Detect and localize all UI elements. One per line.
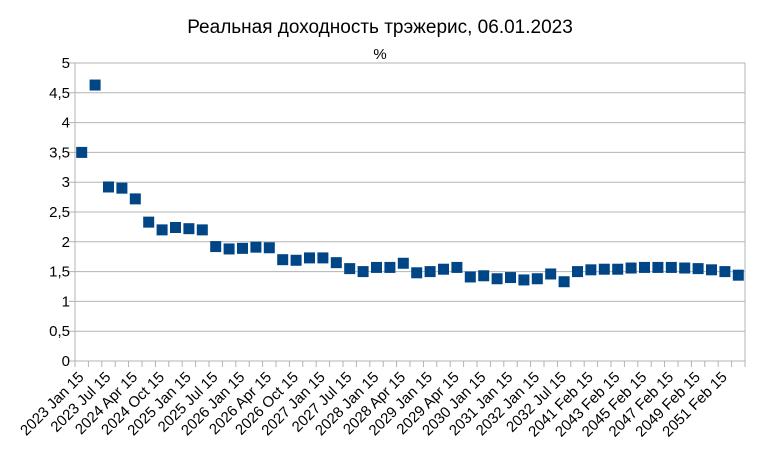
data-point [330,257,342,269]
data-point [223,243,235,255]
y-tick-label: 0 [62,353,70,370]
grid-lines [69,62,746,367]
data-point [598,263,610,275]
y-tick-label: 1 [62,293,70,310]
data-point [612,263,624,275]
data-point [196,224,208,236]
data-point [679,262,691,274]
data-point [411,267,423,279]
data-point [491,273,503,285]
data-point [170,221,181,233]
y-tick-label: 4,5 [49,85,70,102]
data-point [424,266,436,278]
y-tick-label: 3,5 [49,144,70,161]
y-tick-label: 5 [62,55,70,72]
data-point [438,263,449,275]
data-point [665,261,677,273]
y-axis-ticks: 0 0,5 1 1,5 2 2,5 3 3,5 4 4,5 5 [49,55,70,370]
data-point [263,242,275,254]
chart-title: Реальная доходность трэжерис, 06.01.2023 [187,17,573,38]
data-point [371,261,382,273]
data-point [210,241,222,253]
y-tick-label: 1,5 [49,264,70,281]
data-point [692,263,704,275]
data-point [290,254,302,266]
data-point [585,264,597,276]
data-point [464,271,476,283]
data-point [76,146,88,158]
y-tick-label: 0,5 [49,323,70,340]
data-point [518,274,530,286]
data-point [317,252,329,264]
y-tick-label: 2,5 [49,204,70,221]
data-point [545,268,557,280]
data-point [572,266,583,278]
data-point [505,272,516,284]
data-point [706,264,717,276]
data-point [558,276,570,288]
data-point [357,266,369,278]
data-point [156,224,168,236]
data-point [304,252,315,264]
chart-subtitle: % [373,46,386,63]
data-point [129,193,141,205]
data-point [250,241,262,253]
y-tick-label: 2 [62,234,70,251]
data-point [116,182,128,194]
data-point [639,261,650,273]
data-point [183,223,195,235]
data-point [732,269,744,281]
data-points [76,79,744,288]
data-point [397,257,409,269]
data-point [652,261,664,273]
data-point [625,262,637,274]
data-point [478,270,490,282]
data-point [89,79,101,91]
data-point [277,254,289,266]
data-point [344,263,356,275]
y-tick-label: 4 [62,115,70,132]
data-point [451,261,463,273]
data-point [103,181,114,193]
data-point [384,261,396,273]
data-point [143,216,155,228]
data-point [719,266,731,278]
data-point [531,273,543,285]
data-point [237,242,248,254]
y-tick-label: 3 [62,174,70,191]
